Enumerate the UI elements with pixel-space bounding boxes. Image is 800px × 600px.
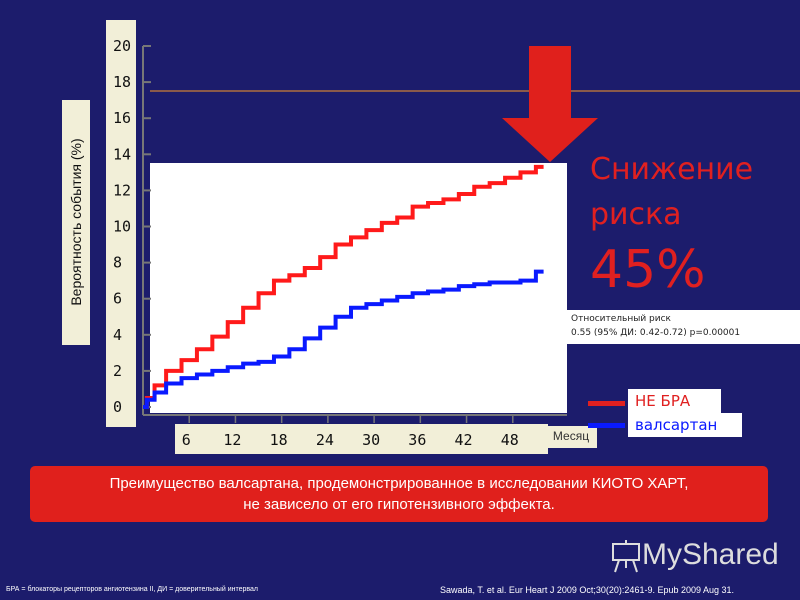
- x-tick-label: 24: [316, 431, 334, 449]
- y-axis-label-box: [62, 100, 90, 345]
- risk-reduction-line2: риска: [590, 197, 682, 232]
- footnote: БРА = блокаторы рецепторов ангиотензина …: [6, 586, 258, 593]
- y-tick-label: 4: [113, 326, 122, 344]
- y-tick-label: 18: [113, 73, 131, 91]
- x-tick-label: 18: [270, 431, 288, 449]
- legend-swatch-red: [588, 401, 625, 406]
- conclusion-banner: Преимущество валсартана, продемонстриров…: [30, 466, 768, 522]
- y-tick-label: 10: [113, 218, 131, 236]
- y-ticks-box: [106, 20, 136, 427]
- x-axis-label: Месяц: [552, 429, 590, 443]
- legend-item-nebra: НЕ БРА: [628, 389, 721, 413]
- y-tick-label: 14: [113, 145, 131, 163]
- series-line-1: [143, 269, 544, 409]
- banner-line1: Преимущество валсартана, продемонстриров…: [109, 475, 689, 492]
- y-tick-label: 20: [113, 37, 131, 55]
- x-tick-label: 6: [182, 431, 191, 449]
- y-tick-label: 8: [113, 254, 122, 272]
- presentation-icon: [612, 540, 640, 573]
- hazard-ratio-box: [567, 310, 800, 344]
- legend-swatch-blue: [588, 423, 625, 428]
- divider-line: [150, 90, 800, 92]
- series-line-0: [143, 164, 544, 409]
- y-tick-label: 0: [113, 398, 122, 416]
- y-tick-label: 12: [113, 181, 131, 199]
- risk-reduction-line1: Снижение: [590, 152, 754, 187]
- hazard-ratio-value: 0.55 (95% ДИ: 0.42-0.72) p=0.00001: [571, 328, 741, 338]
- citation: Sawada, T. et al. Eur Heart J 2009 Oct;3…: [440, 585, 735, 595]
- y-tick-label: 6: [113, 290, 122, 308]
- series-layer: [143, 164, 544, 409]
- down-arrow-icon: [502, 46, 598, 162]
- risk-reduction-percent: 45%: [590, 240, 706, 300]
- legend-item-valsartan: валсартан: [628, 413, 742, 437]
- hazard-ratio-label: Относительный риск: [571, 314, 671, 324]
- x-tick-label: 48: [501, 431, 519, 449]
- y-tick-label: 2: [113, 362, 122, 380]
- x-tick-label: 30: [362, 431, 380, 449]
- banner-line2: не зависело от его гипотензивного эффект…: [243, 496, 555, 513]
- brand-logo-text: MyShared: [642, 538, 779, 571]
- x-tick-label: 42: [455, 431, 473, 449]
- x-axis-unit-box: [545, 426, 597, 448]
- x-tick-label: 12: [223, 431, 241, 449]
- y-tick-label: 16: [113, 109, 131, 127]
- x-tick-label: 36: [408, 431, 426, 449]
- x-ticks-box: [175, 424, 548, 454]
